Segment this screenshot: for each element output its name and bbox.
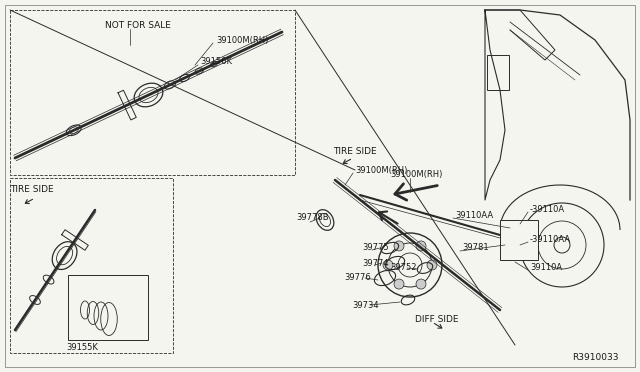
Text: NOT FOR SALE: NOT FOR SALE: [105, 22, 171, 31]
Text: -39110A: -39110A: [530, 205, 565, 215]
Circle shape: [394, 279, 404, 289]
Text: TIRE SIDE: TIRE SIDE: [10, 186, 54, 195]
Bar: [10, 10, 295, 175]
Circle shape: [383, 260, 393, 270]
Text: 39778B: 39778B: [296, 214, 328, 222]
Bar: [487, 55, 509, 90]
Bar: [10, 178, 173, 353]
Text: DIFF SIDE: DIFF SIDE: [415, 315, 458, 324]
Text: R3910033: R3910033: [572, 353, 618, 362]
Text: 39774: 39774: [362, 259, 388, 267]
Text: 39776: 39776: [344, 273, 371, 282]
Text: 39781: 39781: [462, 244, 488, 253]
Text: 39775: 39775: [362, 244, 388, 253]
Text: 39752: 39752: [390, 263, 417, 273]
Circle shape: [416, 279, 426, 289]
Text: 39734: 39734: [352, 301, 379, 310]
Text: 39100M(RH): 39100M(RH): [355, 166, 408, 174]
Text: 39100M(RH): 39100M(RH): [390, 170, 442, 180]
Text: 39110A: 39110A: [530, 263, 562, 273]
Circle shape: [427, 260, 437, 270]
Bar: [68, 275, 148, 340]
Circle shape: [394, 241, 404, 251]
Bar: [500, 220, 538, 260]
Circle shape: [416, 241, 426, 251]
Text: TIRE SIDE: TIRE SIDE: [333, 148, 376, 157]
Text: -39110AA: -39110AA: [530, 235, 571, 244]
Text: 39156K: 39156K: [200, 58, 232, 67]
Text: 39110AA: 39110AA: [455, 211, 493, 219]
Text: 39155K: 39155K: [66, 343, 98, 353]
Text: 39100M(RH): 39100M(RH): [216, 35, 268, 45]
